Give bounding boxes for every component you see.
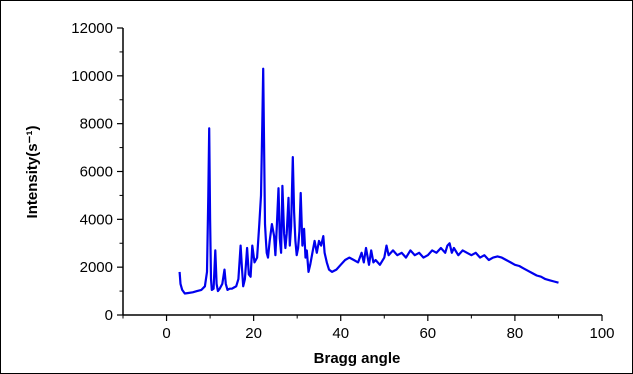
y-axis-title: Intensity(s⁻¹) [24, 126, 41, 219]
y-tick-label: 4000 [80, 211, 113, 228]
x-tick-label: 40 [332, 325, 349, 342]
y-tick-label: 6000 [80, 164, 113, 181]
y-tick-label: 0 [105, 307, 113, 324]
x-tick-label: 20 [245, 325, 262, 342]
x-tick-label: 80 [507, 325, 524, 342]
y-tick-label: 10000 [71, 68, 113, 85]
x-tick-label: 100 [589, 325, 614, 342]
x-axis-title: Bragg angle [314, 350, 401, 367]
x-tick-label: 60 [419, 325, 436, 342]
y-tick-label: 2000 [80, 259, 113, 276]
x-tick-label: 0 [162, 325, 170, 342]
y-tick-label: 8000 [80, 116, 113, 133]
y-tick-label: 12000 [71, 20, 113, 37]
series-line [178, 67, 559, 295]
axes: 0 20 40 60 80 100 0 2000 4000 6000 8000 10000 12000 [71, 20, 614, 342]
